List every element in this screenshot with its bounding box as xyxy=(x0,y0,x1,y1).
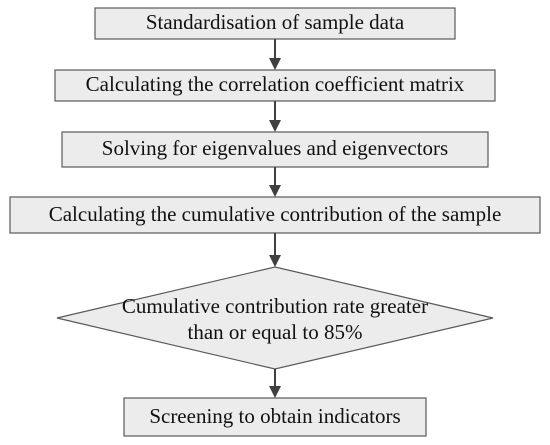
arrow-3 xyxy=(269,167,281,197)
step-cumulative-contribution-label: Calculating the cumulative contribution … xyxy=(49,202,502,226)
arrow-2 xyxy=(269,101,281,132)
step-cumulative-contribution-box: Calculating the cumulative contribution … xyxy=(9,196,541,234)
arrow-1 xyxy=(269,39,281,70)
step-eigen-label: Solving for eigenvalues and eigenvectors xyxy=(102,136,448,160)
final-step-label: Screening to obtain indicators xyxy=(149,404,400,428)
step-eigen-box: Solving for eigenvalues and eigenvectors xyxy=(61,131,489,168)
decision-label-line1: Cumulative contribution rate greater xyxy=(122,294,428,318)
arrow-4 xyxy=(269,233,281,267)
step-standardisation-label: Standardisation of sample data xyxy=(146,10,405,34)
step-correlation-matrix-label: Calculating the correlation coefficient … xyxy=(86,72,465,96)
arrow-5 xyxy=(269,369,281,398)
decision-label-line2: than or equal to 85% xyxy=(188,320,363,344)
decision-diamond: Cumulative contribution rate greater tha… xyxy=(56,266,494,370)
final-step-box: Screening to obtain indicators xyxy=(123,397,427,437)
step-correlation-matrix-box: Calculating the correlation coefficient … xyxy=(54,69,496,102)
step-standardisation-box: Standardisation of sample data xyxy=(94,7,456,40)
